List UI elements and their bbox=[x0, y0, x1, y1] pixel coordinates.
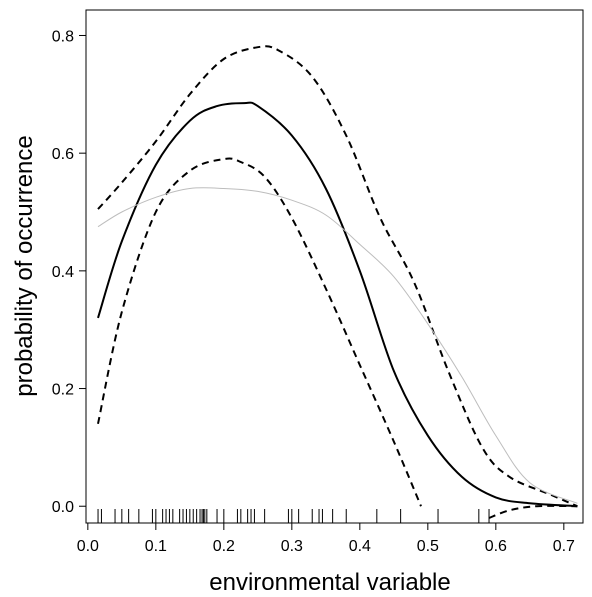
y-axis: 0.0 0.2 0.4 0.6 0.8 bbox=[52, 28, 86, 516]
y-tick-label-2: 0.4 bbox=[52, 264, 74, 281]
x-tick-label-2: 0.2 bbox=[213, 538, 235, 555]
series-line-1 bbox=[97, 45, 578, 508]
x-tick-label-5: 0.5 bbox=[417, 538, 439, 555]
series-line-0 bbox=[97, 101, 578, 508]
y-tick-label-1: 0.2 bbox=[52, 382, 74, 399]
y-axis-title: probability of occurrence bbox=[11, 135, 38, 396]
plot-frame bbox=[85, 9, 584, 524]
curves-layer bbox=[97, 45, 578, 519]
x-tick-label-4: 0.4 bbox=[349, 538, 371, 555]
y-tick-label-4: 0.8 bbox=[52, 28, 74, 45]
series-line-4 bbox=[97, 187, 578, 504]
x-axis: 0.0 0.1 0.2 0.3 0.4 0.5 0.6 0.7 bbox=[77, 522, 575, 555]
x-tick-label-1: 0.1 bbox=[145, 538, 167, 555]
x-axis-title: environmental variable bbox=[209, 569, 450, 596]
series-line-2 bbox=[97, 157, 422, 507]
rug-layer bbox=[97, 509, 490, 523]
x-tick-label-6: 0.6 bbox=[485, 538, 507, 555]
x-tick-label-0: 0.0 bbox=[77, 538, 99, 555]
series-line-3 bbox=[488, 504, 578, 519]
x-tick-label-7: 0.7 bbox=[553, 538, 575, 555]
x-tick-label-3: 0.3 bbox=[281, 538, 303, 555]
y-tick-label-3: 0.6 bbox=[52, 146, 74, 163]
y-tick-label-0: 0.0 bbox=[52, 499, 74, 516]
